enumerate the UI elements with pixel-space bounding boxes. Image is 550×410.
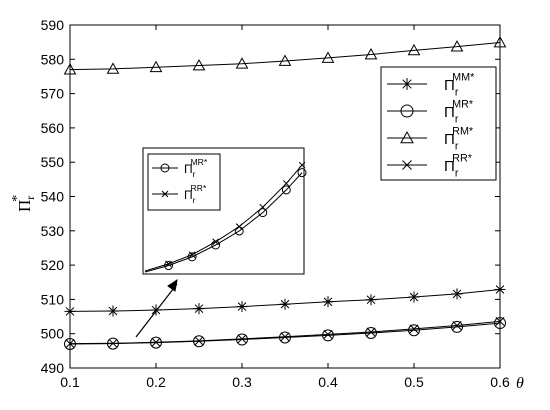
data-point	[106, 62, 120, 74]
x-tick-label: 0.1	[60, 374, 80, 390]
y-tick-label: 490	[41, 360, 65, 376]
inset-point	[235, 223, 243, 230]
data-point	[365, 327, 377, 340]
inset-legend-marker	[161, 190, 169, 198]
inset-point	[282, 180, 290, 187]
data-point	[278, 54, 292, 66]
data-point	[452, 320, 462, 330]
data-point	[451, 320, 463, 333]
data-point	[107, 305, 119, 317]
data-point	[108, 338, 118, 348]
data-point	[280, 332, 290, 342]
y-tick-label: 530	[41, 223, 65, 239]
legend-label: ΠrRM*	[444, 125, 474, 152]
data-point	[321, 51, 335, 63]
axis-labels: θ Πr*	[10, 195, 524, 392]
legend-label: ΠrRR*	[444, 152, 473, 179]
data-point	[322, 296, 334, 308]
legend-marker	[400, 104, 414, 118]
inset-point	[298, 161, 306, 169]
legend-label: ΠrMM*	[444, 71, 475, 98]
inset-point	[165, 260, 172, 268]
data-point	[409, 324, 419, 334]
series-rm	[63, 35, 507, 75]
svg-text:Πr*: Πr*	[10, 195, 37, 212]
legend-marker	[401, 78, 413, 90]
inset-series	[144, 168, 307, 273]
inset-point	[188, 251, 196, 259]
inset-point	[259, 203, 267, 211]
data-point	[408, 324, 420, 337]
inset-legend-entry: ΠrMR*	[152, 157, 208, 179]
inset-line	[144, 164, 303, 272]
inset-point	[187, 252, 197, 262]
data-point	[364, 47, 378, 60]
x-axis-label: θ	[516, 375, 524, 392]
inset-legend-label: ΠrMR*	[184, 157, 208, 179]
data-point	[192, 58, 206, 71]
data-point	[193, 303, 205, 315]
inset-legend-marker	[160, 163, 170, 173]
inset-legend-label: ΠrRR*	[184, 183, 207, 205]
y-tick-label: 550	[41, 154, 65, 170]
y-tick-label: 540	[41, 189, 65, 205]
data-point	[279, 298, 291, 310]
inset-point	[281, 185, 291, 195]
x-tick-label: 0.4	[318, 374, 338, 390]
y-tick-label: 510	[41, 291, 65, 307]
y-axis-label: Πr*	[10, 195, 37, 212]
data-point	[151, 337, 161, 347]
inset-point	[211, 240, 221, 250]
data-point	[322, 329, 334, 342]
data-point	[451, 288, 463, 300]
x-tick-label: 0.6	[490, 374, 510, 390]
series-mm	[64, 283, 506, 317]
legend-box	[380, 66, 497, 181]
legend-entry: ΠrRR*	[387, 152, 473, 179]
data-point	[194, 336, 204, 346]
y-tick-label: 520	[41, 257, 65, 273]
zoom-arrow	[135, 278, 178, 338]
data-point	[408, 291, 420, 303]
data-point	[366, 327, 376, 337]
inset-legend-entry: ΠrRR*	[152, 183, 207, 205]
plot-frame	[69, 24, 501, 369]
data-point	[149, 60, 163, 73]
y-tick-label: 590	[41, 17, 65, 33]
data-point	[323, 329, 333, 339]
y-tick-label: 500	[41, 326, 65, 342]
legend: ΠrMM*ΠrMR*ΠrRM*ΠrRR*	[380, 66, 497, 181]
legend-label: ΠrMR*	[444, 98, 474, 125]
data-point	[450, 40, 464, 52]
x-tick-label: 0.3	[232, 374, 252, 390]
zoom-inset: ΠrMR* ΠrRR*	[135, 147, 307, 338]
data-point	[365, 294, 377, 306]
series-line	[69, 41, 501, 71]
legend-marker	[400, 130, 414, 144]
data-point	[235, 57, 249, 69]
axis-ticks: 490 500 510 520 530 540 550 560 570 580 590 0.1 0.2 0…	[41, 17, 510, 390]
legend-marker	[402, 160, 412, 170]
data-point	[236, 301, 248, 313]
inset-point	[258, 208, 268, 218]
legend-entry: ΠrMM*	[387, 71, 475, 98]
y-tick-label: 570	[41, 86, 65, 102]
inset-point	[297, 168, 307, 178]
x-tick-label: 0.2	[146, 374, 166, 390]
inset-legend-box	[147, 153, 221, 211]
data-point	[237, 334, 247, 344]
legend-entry: ΠrMR*	[387, 98, 474, 125]
inset-series	[144, 161, 306, 272]
y-tick-label: 580	[41, 51, 65, 67]
data-point	[407, 43, 421, 56]
series-rr	[65, 316, 505, 349]
plot-series	[63, 35, 507, 350]
y-tick-label: 560	[41, 120, 65, 136]
legend-entry: ΠrRM*	[387, 125, 474, 152]
x-tick-label: 0.5	[404, 374, 424, 390]
inset-point	[212, 238, 220, 246]
